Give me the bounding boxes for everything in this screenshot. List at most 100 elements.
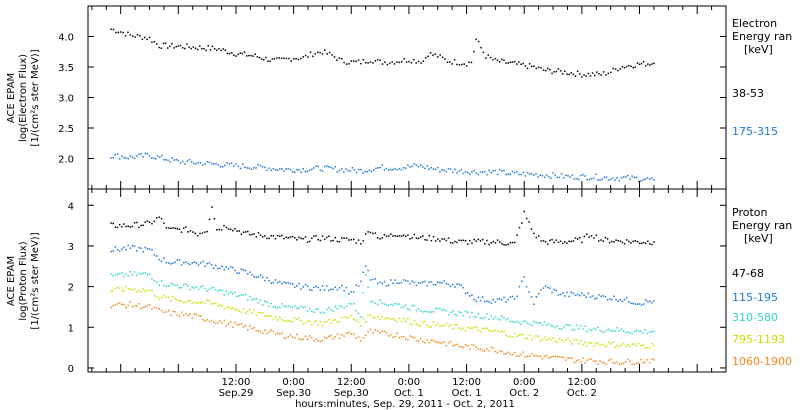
proton-point [193, 261, 196, 263]
proton-point [439, 325, 441, 328]
proton-point [614, 330, 616, 332]
electron-point [350, 60, 353, 62]
proton-point [350, 333, 353, 335]
proton-point [138, 226, 140, 229]
proton-point [364, 233, 367, 235]
electron-point [565, 174, 567, 176]
proton-point [605, 329, 608, 331]
proton-point [411, 323, 413, 326]
proton-point [210, 263, 213, 266]
proton-point [338, 337, 341, 340]
proton-point [642, 362, 644, 364]
proton-point [334, 286, 337, 289]
proton-point [598, 294, 600, 296]
proton-point [475, 316, 477, 318]
proton-point [422, 340, 424, 343]
electron-point [152, 157, 155, 159]
electron-point [216, 49, 218, 51]
electron-point [403, 57, 405, 60]
proton-point [573, 329, 576, 331]
electron-point [164, 42, 167, 45]
electron-point [175, 45, 177, 48]
proton-point [229, 321, 232, 323]
proton-point [234, 291, 236, 294]
electron-point [583, 74, 585, 76]
proton-point [326, 285, 328, 287]
proton-point [298, 282, 300, 285]
proton-point [291, 336, 294, 338]
proton-point [131, 225, 134, 228]
proton-point [253, 233, 255, 235]
proton-point [387, 235, 390, 237]
electron-point [522, 62, 524, 65]
proton-point [437, 322, 439, 325]
proton-point [261, 236, 264, 238]
proton-point [617, 300, 619, 303]
electron-point [379, 166, 381, 169]
proton-point [424, 310, 426, 313]
proton-point [360, 280, 362, 283]
proton-point [367, 231, 369, 233]
proton-point [114, 226, 117, 228]
proton-point [285, 236, 287, 238]
electron-point [171, 42, 173, 45]
proton-point [330, 288, 332, 291]
proton-point [651, 343, 653, 345]
proton-point [336, 240, 339, 243]
proton-point [565, 359, 567, 361]
proton-point [319, 340, 322, 343]
proton-point [160, 309, 163, 312]
electron-point [417, 60, 420, 63]
proton-point [590, 342, 593, 344]
proton-point [125, 306, 127, 309]
electron-point [633, 176, 636, 179]
electron-point [394, 167, 396, 170]
proton-legend-title: Proton [732, 206, 767, 219]
electron-point [405, 61, 408, 63]
proton-point [376, 282, 379, 285]
electron-point [345, 63, 348, 65]
proton-point [348, 239, 350, 241]
electron-point [518, 61, 520, 63]
electron-point [221, 165, 224, 168]
electron-point [634, 66, 637, 68]
proton-point [140, 224, 142, 227]
proton-point [561, 242, 564, 245]
electron-point [374, 59, 377, 62]
proton-point [583, 235, 586, 238]
proton-point [484, 327, 486, 329]
proton-point [537, 355, 539, 358]
x-tick-label-date: Oct. 2 [567, 388, 597, 399]
proton-point [156, 296, 158, 298]
proton-point [343, 290, 345, 292]
proton-point [121, 226, 123, 228]
proton-point [313, 235, 315, 237]
electron-point [516, 63, 518, 65]
electron-point [605, 176, 608, 178]
proton-point [544, 240, 547, 243]
proton-point [492, 240, 495, 243]
x-tick-label-date: Oct. 1 [394, 388, 424, 399]
proton-point [492, 347, 495, 350]
electron-point [285, 57, 288, 60]
proton-point [191, 262, 193, 264]
proton-point [533, 320, 535, 323]
electron-point [570, 72, 572, 74]
proton-point [182, 261, 185, 264]
proton-point [627, 344, 629, 346]
proton-point [473, 326, 475, 328]
proton-point [276, 234, 279, 237]
electron-point [400, 168, 403, 171]
electron-point [524, 65, 527, 67]
electron-point [112, 28, 115, 31]
electron-ylabel-line2: log(Electron Flux) [18, 54, 29, 142]
proton-point [456, 343, 458, 346]
proton-point [352, 238, 355, 241]
proton-point [552, 355, 554, 358]
electron-point [619, 68, 622, 70]
x-tick-label-time: 12:00 [222, 377, 251, 388]
electron-point [553, 71, 555, 73]
electron-point [352, 60, 355, 62]
proton-point [566, 291, 568, 294]
proton-point [543, 355, 546, 358]
